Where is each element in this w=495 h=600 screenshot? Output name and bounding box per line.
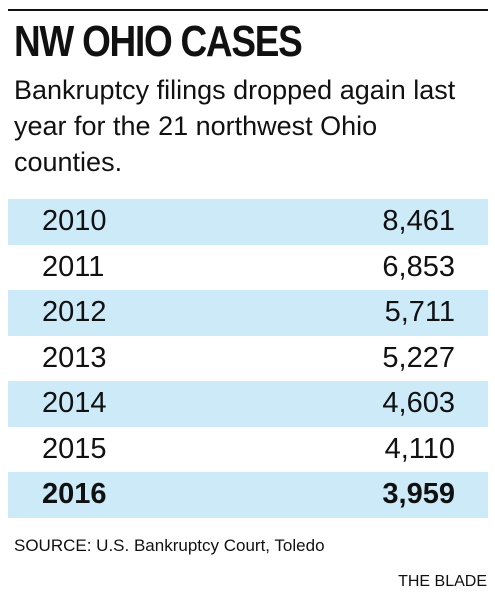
- top-rule: [8, 9, 488, 11]
- year-label: 2012: [42, 296, 107, 329]
- chart-title: NW OHIO CASES: [14, 17, 303, 66]
- filings-value: 4,110: [384, 432, 455, 465]
- year-label: 2014: [42, 387, 107, 420]
- filings-table: 2010 8,461 2011 6,853 2012 5,711 2013 5,227 2014…: [8, 199, 488, 518]
- filings-value: 5,227: [382, 341, 455, 374]
- year-label: 2013: [42, 341, 107, 374]
- filings-value: 6,853: [382, 250, 455, 283]
- source-note: SOURCE: U.S. Bankruptcy Court, Toledo: [14, 536, 325, 555]
- year-label: 2011: [42, 250, 105, 283]
- filings-value: 8,461: [382, 205, 455, 238]
- table-row: 2013 5,227: [8, 336, 488, 382]
- table-row: 2014 4,603: [8, 381, 488, 427]
- year-label: 2015: [42, 432, 107, 465]
- year-label: 2010: [42, 205, 107, 238]
- table-row: 2010 8,461: [8, 199, 488, 245]
- publisher-credit: THE BLADE: [398, 573, 487, 590]
- filings-value: 4,603: [382, 387, 455, 420]
- table-row: 2011 6,853: [8, 245, 488, 291]
- filings-value: 5,711: [384, 296, 455, 329]
- year-label: 2016: [42, 478, 107, 511]
- table-row: 2015 4,110: [8, 427, 488, 473]
- filings-value: 3,959: [382, 478, 455, 511]
- chart-subtitle: Bankruptcy filings dropped again last ye…: [14, 75, 456, 177]
- table-row: 2016 3,959: [8, 472, 488, 518]
- table-row: 2012 5,711: [8, 290, 488, 336]
